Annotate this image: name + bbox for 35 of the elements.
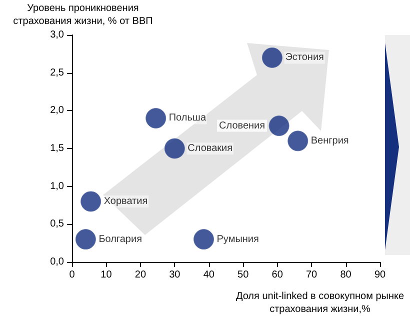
annotation: Хорватия bbox=[104, 196, 148, 207]
y-axis-title: Уровень проникновения страхования жизни, % от ВВП bbox=[12, 2, 154, 28]
y-tick-label: 1,0 bbox=[50, 180, 64, 192]
point bbox=[268, 116, 290, 136]
x-tick-label: 30 bbox=[169, 270, 181, 280]
annotation: Эстония bbox=[285, 52, 324, 64]
y-tick-label: 2,0 bbox=[50, 105, 64, 116]
x-tick-label: 50 bbox=[238, 270, 250, 280]
x-tick-label: 90 bbox=[374, 270, 386, 280]
x-tick-label: 80 bbox=[340, 270, 352, 280]
point bbox=[262, 47, 282, 68]
y-tick-label: 3,0 bbox=[50, 30, 64, 40]
x-tick-label: 20 bbox=[134, 270, 146, 280]
annotation: Польша bbox=[168, 112, 206, 124]
x-axis-title: Доля unit-linked в совокупном рынке страхования жизни,% bbox=[234, 290, 406, 316]
y-tick-label: 1,5 bbox=[50, 143, 64, 154]
y-tick-label: 2,5 bbox=[50, 67, 64, 78]
x-tick-label: 0 bbox=[69, 270, 76, 280]
annotation: Румыния bbox=[216, 234, 259, 245]
point bbox=[288, 130, 308, 152]
annotation: Венгрия bbox=[310, 135, 349, 146]
point bbox=[146, 108, 166, 128]
point bbox=[194, 229, 214, 250]
annotation: Болгария bbox=[98, 234, 142, 245]
annotation: Словения bbox=[219, 120, 266, 132]
y-tick-label: 0,5 bbox=[50, 218, 64, 230]
x-tick-label: 40 bbox=[203, 270, 215, 280]
annotation: Словакия bbox=[188, 143, 233, 154]
x-tick-label: 60 bbox=[272, 270, 284, 280]
point bbox=[75, 229, 96, 250]
x-tick-label: 70 bbox=[306, 270, 318, 280]
point bbox=[80, 191, 102, 212]
x-tick-label: 10 bbox=[100, 270, 112, 280]
point bbox=[164, 138, 185, 159]
y-tick-label: 0,0 bbox=[50, 256, 64, 268]
